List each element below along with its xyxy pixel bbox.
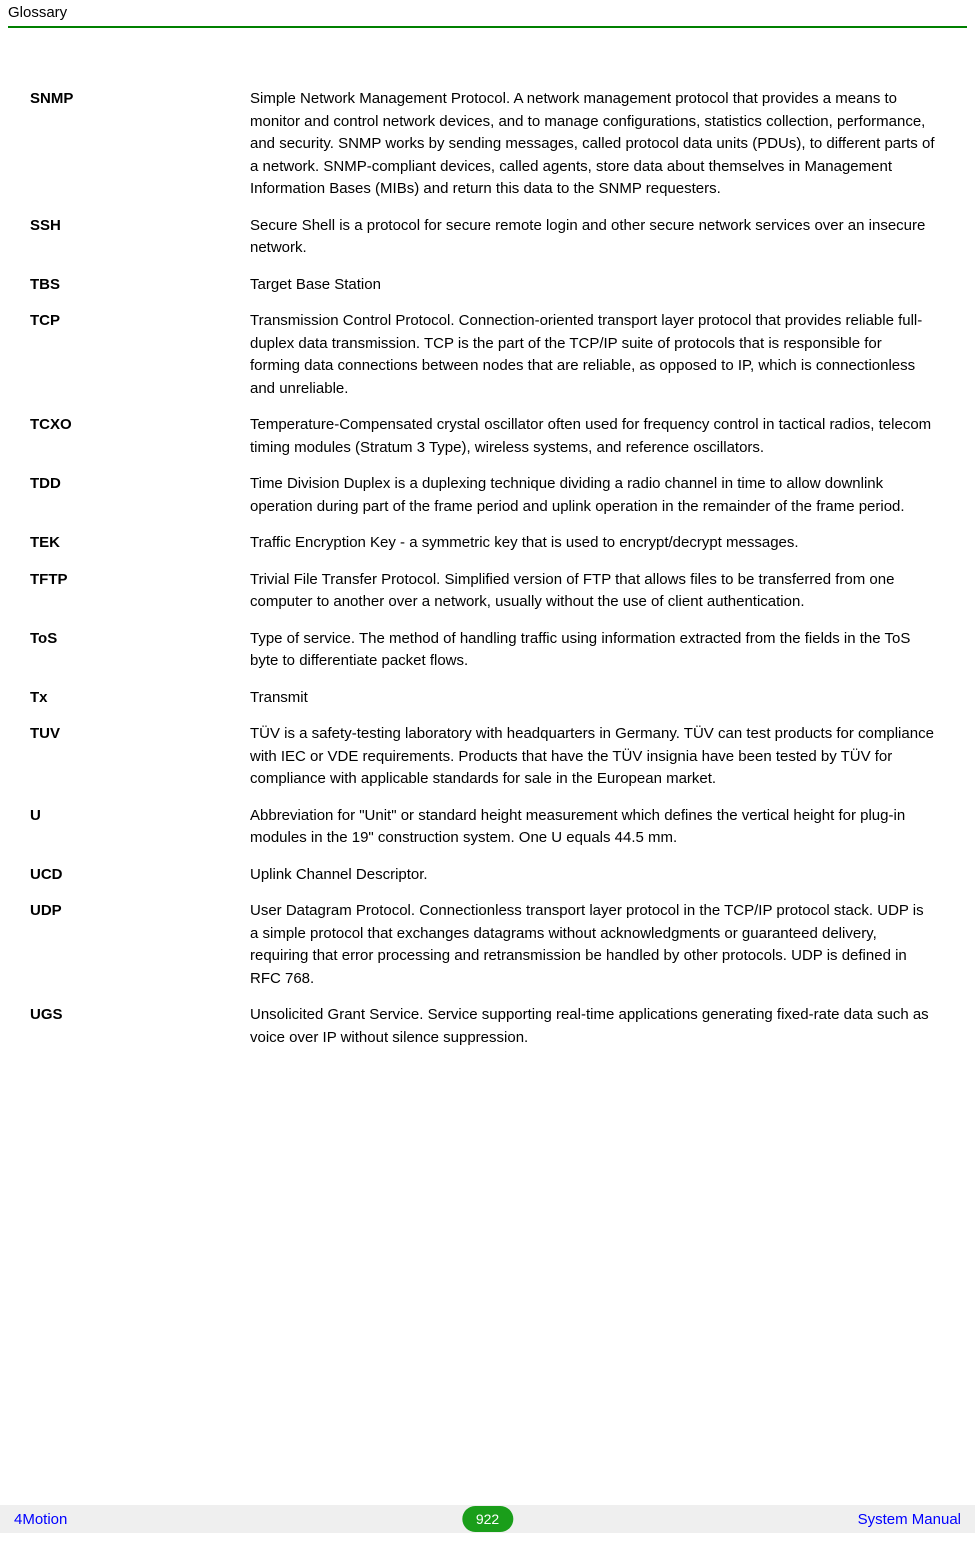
glossary-entry: UGS Unsolicited Grant Service. Service s… [30,1004,945,1049]
glossary-entry: SNMP Simple Network Management Protocol.… [30,88,945,201]
glossary-entry: SSH Secure Shell is a protocol for secur… [30,215,945,260]
glossary-entry: TFTP Trivial File Transfer Protocol. Sim… [30,569,945,614]
glossary-definition: Abbreviation for "Unit" or standard heig… [250,805,945,850]
glossary-term: TEK [30,532,250,555]
glossary-definition: Traffic Encryption Key - a symmetric key… [250,532,945,555]
page-footer: 4Motion 922 System Manual [0,1505,975,1533]
glossary-definition: Simple Network Management Protocol. A ne… [250,88,945,201]
glossary-term: TDD [30,473,250,518]
glossary-term: TCXO [30,414,250,459]
glossary-term: TCP [30,310,250,400]
glossary-term: UCD [30,864,250,887]
glossary-term: TUV [30,723,250,791]
glossary-term: SNMP [30,88,250,201]
glossary-entry: TEK Traffic Encryption Key - a symmetric… [30,532,945,555]
footer-page-number: 922 [462,1506,513,1532]
glossary-entry: TBS Target Base Station [30,274,945,297]
glossary-definition: Trivial File Transfer Protocol. Simplifi… [250,569,945,614]
footer-product-name[interactable]: 4Motion [14,1511,67,1528]
glossary-term: TBS [30,274,250,297]
glossary-entry: TCXO Temperature-Compensated crystal osc… [30,414,945,459]
footer-page-badge-container: 922 [462,1506,513,1532]
glossary-definition: Type of service. The method of handling … [250,628,945,673]
glossary-content: SNMP Simple Network Management Protocol.… [0,28,975,1083]
glossary-entry: ToS Type of service. The method of handl… [30,628,945,673]
glossary-definition: Transmission Control Protocol. Connectio… [250,310,945,400]
glossary-term: SSH [30,215,250,260]
glossary-term: UDP [30,900,250,990]
glossary-term: TFTP [30,569,250,614]
glossary-entry: UCD Uplink Channel Descriptor. [30,864,945,887]
glossary-definition: Target Base Station [250,274,945,297]
glossary-entry: UDP User Datagram Protocol. Connectionle… [30,900,945,990]
glossary-definition: TÜV is a safety-testing laboratory with … [250,723,945,791]
page-header-title: Glossary [8,4,67,21]
glossary-definition: Unsolicited Grant Service. Service suppo… [250,1004,945,1049]
page-header: Glossary [8,0,967,28]
glossary-entry: U Abbreviation for "Unit" or standard he… [30,805,945,850]
glossary-definition: Transmit [250,687,945,710]
glossary-term: UGS [30,1004,250,1049]
footer-document-title[interactable]: System Manual [858,1511,961,1528]
glossary-definition: Time Division Duplex is a duplexing tech… [250,473,945,518]
glossary-entry: TCP Transmission Control Protocol. Conne… [30,310,945,400]
glossary-term: U [30,805,250,850]
glossary-definition: Secure Shell is a protocol for secure re… [250,215,945,260]
glossary-entry: Tx Transmit [30,687,945,710]
glossary-definition: Temperature-Compensated crystal oscillat… [250,414,945,459]
glossary-term: Tx [30,687,250,710]
glossary-definition: User Datagram Protocol. Connectionless t… [250,900,945,990]
glossary-definition: Uplink Channel Descriptor. [250,864,945,887]
glossary-term: ToS [30,628,250,673]
glossary-entry: TUV TÜV is a safety-testing laboratory w… [30,723,945,791]
glossary-entry: TDD Time Division Duplex is a duplexing … [30,473,945,518]
